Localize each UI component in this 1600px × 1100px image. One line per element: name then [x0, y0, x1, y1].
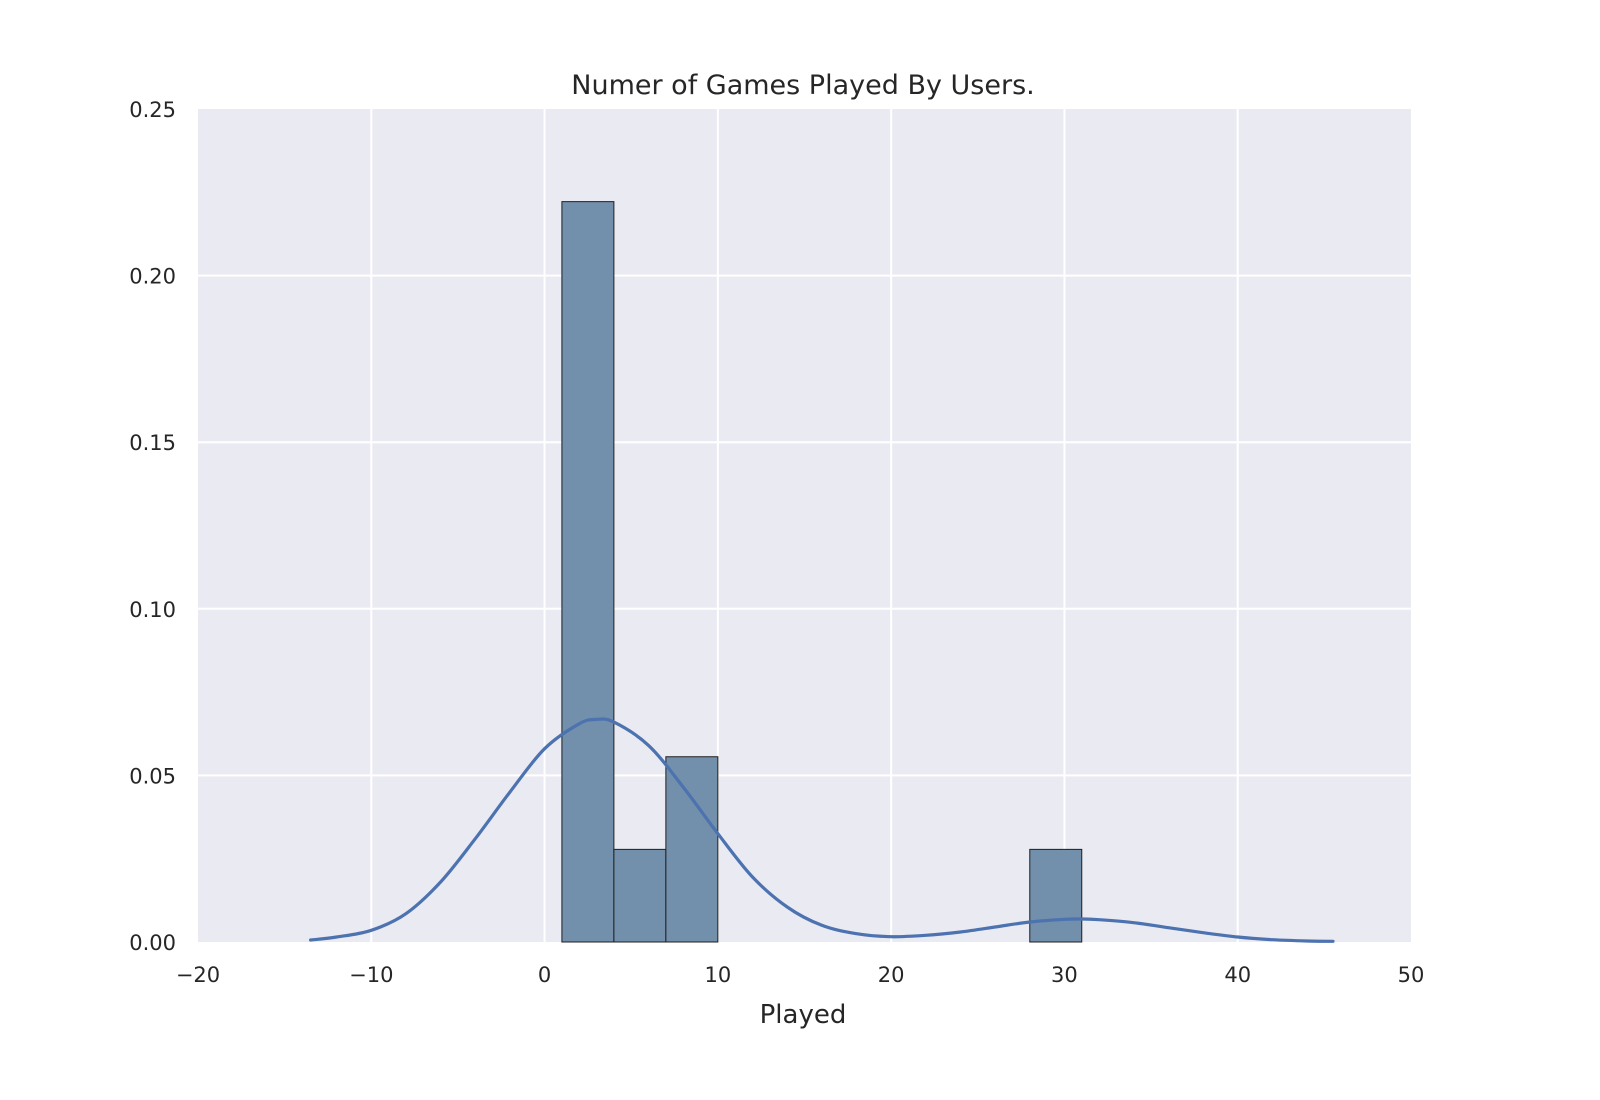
x-axis-label: Played — [760, 1000, 847, 1030]
x-tick-label: 20 — [878, 963, 905, 987]
y-axis-ticks: 0.00 0.05 0.10 0.15 0.20 0.25 — [129, 98, 176, 955]
grid-lines — [198, 109, 1411, 942]
x-tick-label: −10 — [349, 963, 393, 987]
x-tick-label: −20 — [176, 963, 220, 987]
x-tick-label: 50 — [1398, 963, 1425, 987]
kde-curve — [309, 717, 1335, 943]
y-tick-label: 0.00 — [129, 931, 176, 955]
y-tick-label: 0.20 — [129, 265, 176, 289]
x-axis-ticks: −20 −10 0 10 20 30 40 50 — [176, 963, 1425, 987]
y-tick-label: 0.15 — [129, 431, 176, 455]
histogram-bar — [613, 848, 667, 943]
x-tick-label: 40 — [1224, 963, 1251, 987]
x-tick-label: 10 — [704, 963, 731, 987]
histogram-bar — [1029, 848, 1083, 943]
plot-area — [198, 109, 1411, 942]
histogram-bar — [561, 201, 615, 943]
x-tick-label: 30 — [1051, 963, 1078, 987]
histogram-bars — [561, 201, 1083, 943]
chart-title: Numer of Games Played By Users. — [571, 70, 1034, 101]
y-tick-label: 0.25 — [129, 98, 176, 122]
y-tick-label: 0.05 — [129, 764, 176, 788]
y-tick-label: 0.10 — [129, 598, 176, 622]
histogram-bar — [665, 756, 719, 943]
kde-curve-layer — [309, 717, 1335, 943]
x-tick-label: 0 — [538, 963, 551, 987]
